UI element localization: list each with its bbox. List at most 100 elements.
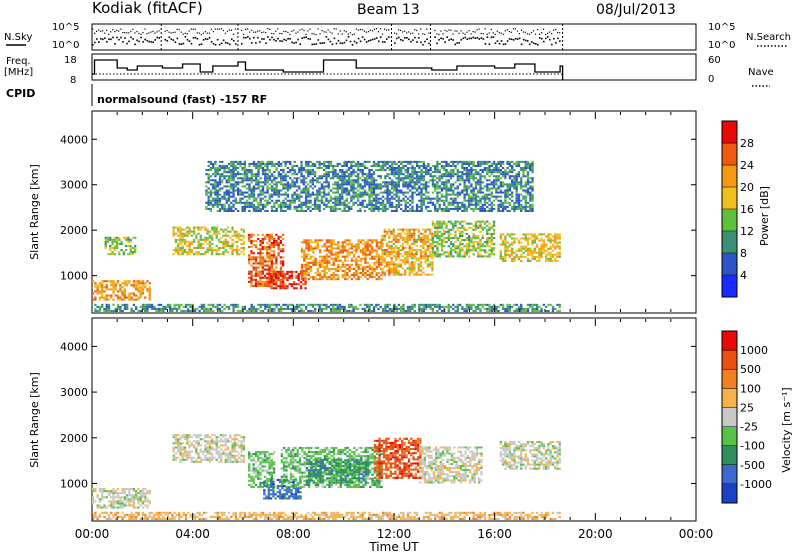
range-cell [424, 261, 426, 263]
range-cell [350, 208, 352, 210]
nsearch-point [303, 30, 304, 31]
range-cell [411, 237, 413, 239]
range-cell [479, 255, 481, 257]
range-cell [443, 173, 445, 175]
range-cell [339, 268, 341, 270]
range-cell [434, 231, 436, 233]
range-cell [332, 206, 334, 208]
range-cell [362, 270, 364, 272]
range-cell [466, 233, 468, 235]
range-cell [135, 282, 137, 284]
range-cell [149, 286, 151, 288]
nsky-point [219, 44, 221, 46]
range-cell [482, 235, 484, 237]
range-cell [217, 306, 219, 308]
range-cell [266, 250, 268, 252]
range-cell [262, 260, 264, 262]
range-cell [214, 167, 216, 169]
range-cell [432, 243, 434, 245]
range-cell [427, 206, 429, 208]
nsky-point [179, 43, 181, 45]
nsky-point [444, 41, 446, 43]
range-cell [500, 250, 502, 252]
range-cell [341, 308, 343, 310]
nsearch-point [519, 33, 520, 34]
range-cell [343, 175, 345, 177]
range-cell [205, 310, 207, 312]
nsky-point [257, 37, 259, 39]
nsky-point [203, 39, 205, 41]
range-cell [436, 245, 438, 247]
nsky-point [479, 38, 481, 40]
range-cell [291, 285, 293, 287]
range-cell [92, 299, 94, 301]
range-cell [422, 243, 424, 245]
range-cell [257, 281, 259, 283]
range-cell [309, 310, 311, 312]
range-cell [232, 167, 234, 169]
range-cell [432, 165, 434, 167]
range-cell [212, 167, 214, 169]
range-cell [280, 202, 282, 204]
range-cell [511, 233, 513, 235]
range-cell [429, 233, 431, 235]
range-cell [230, 196, 232, 198]
range-cell [236, 235, 238, 237]
range-cell [393, 206, 395, 208]
range-cell [280, 250, 282, 252]
range-cell [307, 202, 309, 204]
range-cell [359, 194, 361, 196]
range-cell [420, 198, 422, 200]
range-cell [305, 264, 307, 266]
range-cell [406, 251, 408, 253]
range-cell [235, 190, 237, 192]
range-cell [409, 204, 411, 206]
range-cell [415, 245, 417, 247]
range-cell [386, 181, 388, 183]
range-cell [459, 251, 461, 253]
range-cell [235, 208, 237, 210]
range-cell [253, 204, 255, 206]
range-cell [376, 260, 378, 262]
range-cell [463, 161, 465, 163]
range-cell [511, 258, 513, 260]
range-cell [239, 200, 241, 202]
range-cell [99, 308, 101, 310]
nsearch-point [146, 33, 147, 34]
range-cell [216, 227, 218, 229]
range-cell [273, 240, 275, 242]
range-cell [188, 227, 190, 229]
range-cell [393, 265, 395, 267]
nsearch-point [493, 32, 494, 33]
range-cell [452, 192, 454, 194]
range-cell [395, 255, 397, 257]
nsearch-point [217, 28, 218, 29]
range-cell [117, 295, 119, 297]
nsky-point [462, 37, 464, 39]
range-cell [262, 281, 264, 283]
range-cell [378, 254, 380, 256]
range-cell [448, 194, 450, 196]
range-cell [312, 183, 314, 185]
range-cell [298, 196, 300, 198]
range-cell [348, 239, 350, 241]
nsearch-point [231, 30, 232, 31]
range-cell [237, 183, 239, 185]
range-cell [348, 210, 350, 212]
range-cell [377, 308, 379, 310]
range-cell [556, 244, 558, 246]
range-cell [337, 204, 339, 206]
range-cell [439, 253, 441, 255]
range-cell [425, 206, 427, 208]
range-cell [239, 173, 241, 175]
range-cell [424, 235, 426, 237]
range-cell [248, 177, 250, 179]
range-cell [278, 192, 280, 194]
nsky-point [539, 37, 541, 39]
range-cell [228, 179, 230, 181]
nsearch-point [223, 30, 224, 31]
range-cell [390, 263, 392, 265]
range-cell [473, 310, 475, 312]
range-cell [350, 179, 352, 181]
range-cell [287, 206, 289, 208]
